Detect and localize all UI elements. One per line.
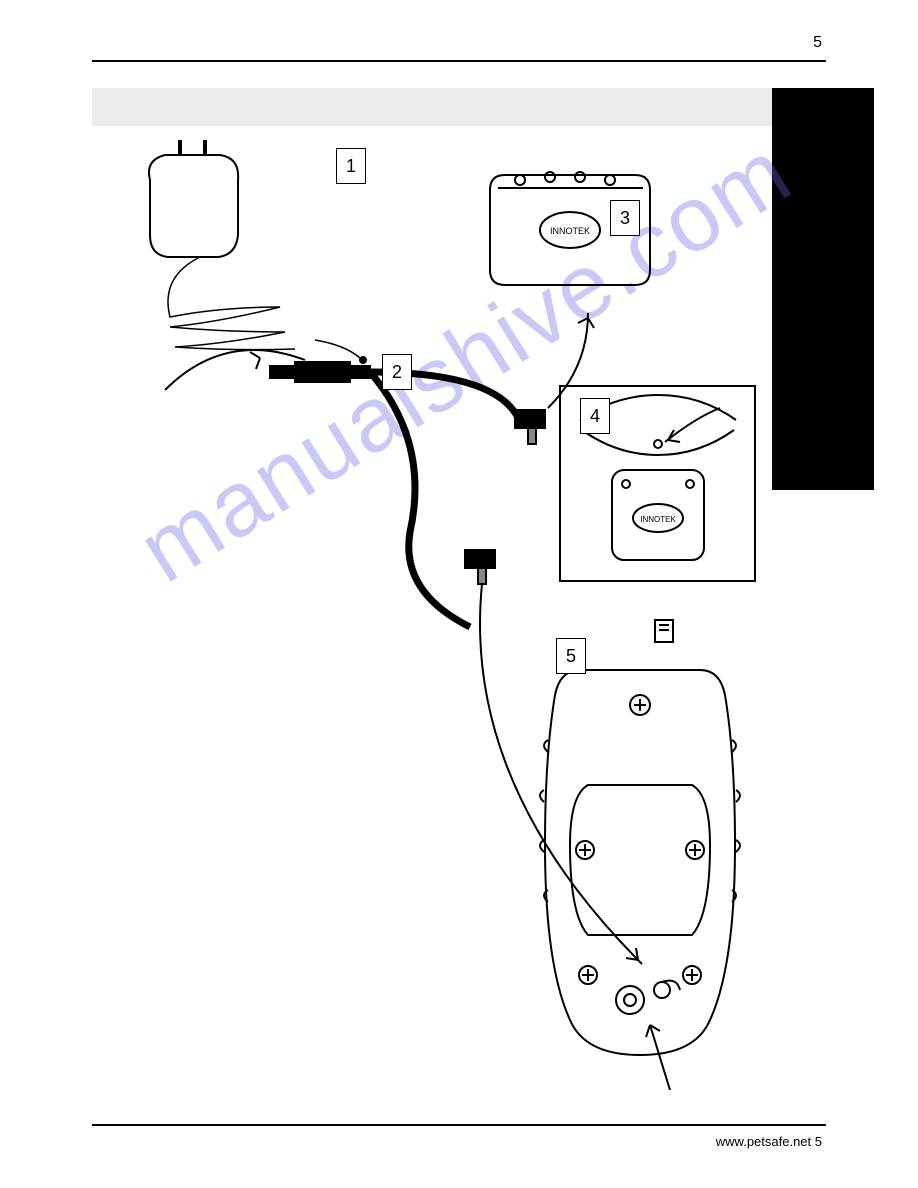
header-bar — [92, 88, 772, 126]
svg-text:INNOTEK: INNOTEK — [640, 515, 676, 524]
top-rule — [92, 60, 826, 62]
charging-diagram: INNOTEK INNOTEK — [110, 130, 770, 1090]
callout-2: 2 — [382, 354, 412, 390]
page-number-top: 5 — [813, 34, 822, 52]
callout-3: 3 — [610, 200, 640, 236]
svg-text:INNOTEK: INNOTEK — [550, 226, 590, 236]
callout-1: 1 — [336, 148, 366, 184]
callout-5: 5 — [556, 638, 586, 674]
footer-text: www.petsafe.net 5 — [716, 1134, 822, 1149]
handheld-back-icon — [540, 620, 740, 1090]
callout-4: 4 — [580, 398, 610, 434]
page: 5 manualshive.com — [0, 0, 918, 1188]
diagram-svg: INNOTEK INNOTEK — [110, 130, 770, 1090]
wall-adapter-icon — [149, 140, 366, 363]
bottom-rule — [92, 1124, 826, 1126]
side-tab — [772, 88, 874, 490]
